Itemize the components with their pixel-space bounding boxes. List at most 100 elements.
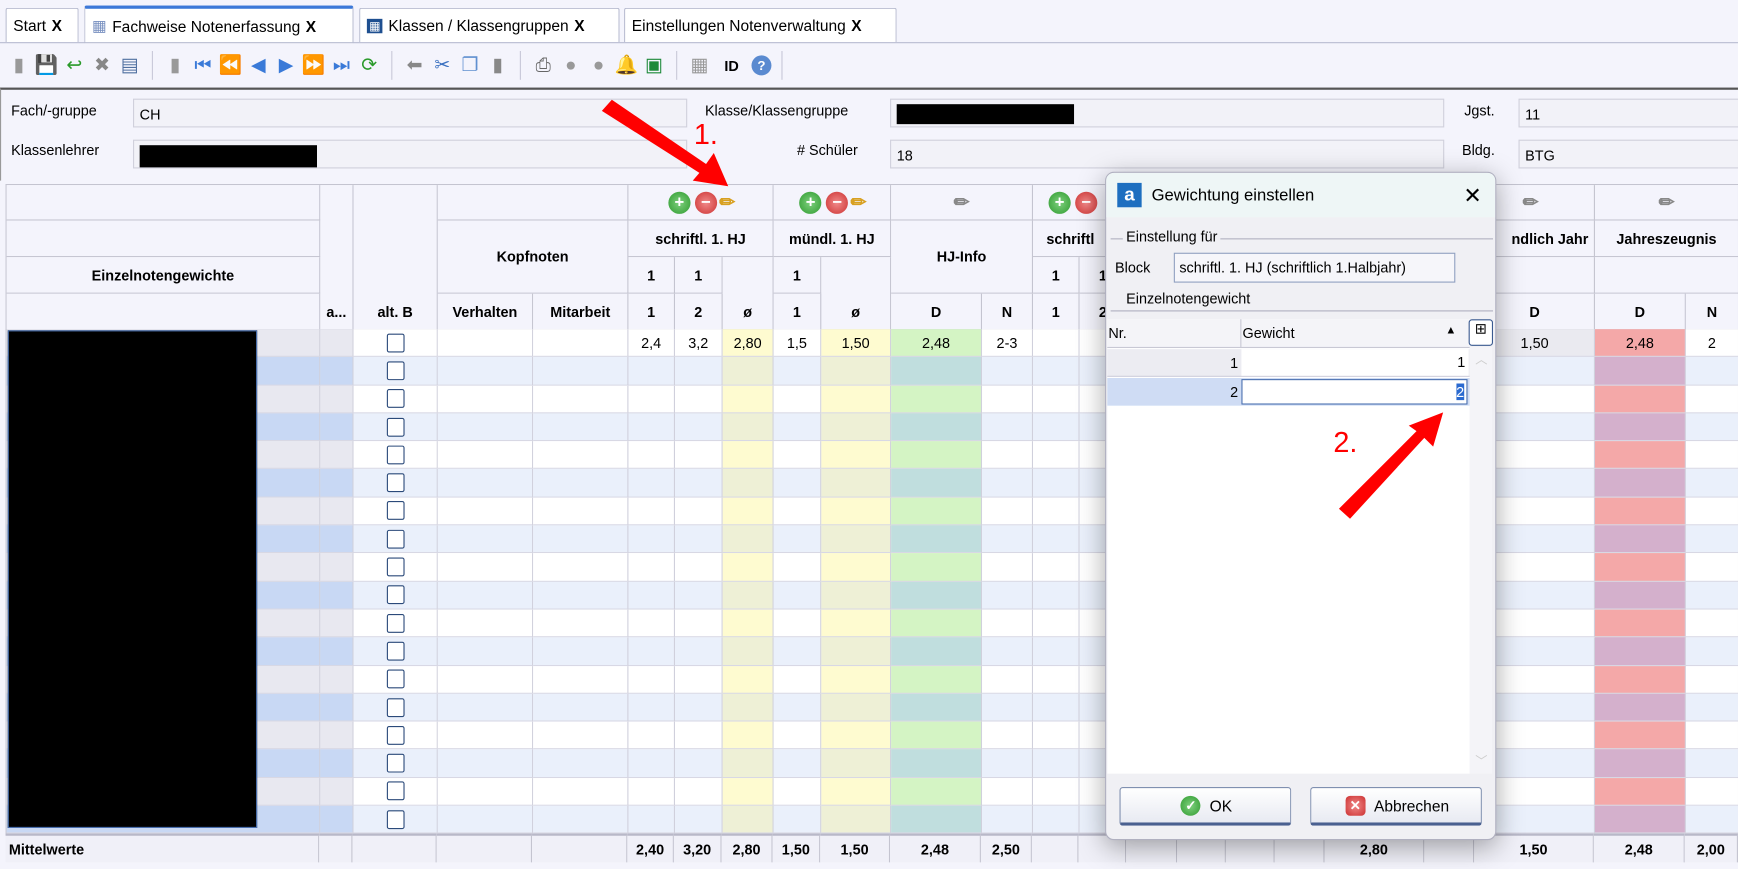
grade-cell[interactable] (891, 749, 983, 778)
grade-cell[interactable] (1033, 441, 1080, 470)
grade-cell[interactable] (675, 749, 723, 778)
grade-cell[interactable] (1594, 749, 1686, 778)
grade-cell[interactable] (773, 777, 822, 806)
grade-cell[interactable] (821, 441, 892, 470)
grade-cell[interactable] (1594, 413, 1686, 442)
grade-cell[interactable] (821, 609, 892, 638)
add-grade-icon[interactable]: + (1048, 191, 1071, 214)
grade-cell[interactable] (1685, 413, 1738, 442)
grade-cell[interactable] (891, 665, 983, 694)
alt-b-checkbox[interactable] (386, 697, 405, 717)
form-icon[interactable]: ▤ (120, 54, 139, 76)
grade-cell[interactable] (533, 385, 629, 414)
grade-cell[interactable] (722, 805, 774, 834)
grade-cell[interactable] (891, 777, 983, 806)
remove-grade-icon[interactable]: − (826, 191, 849, 214)
grade-cell[interactable] (722, 665, 774, 694)
grade-cell[interactable] (773, 553, 822, 582)
grade-cell[interactable] (1033, 805, 1080, 834)
next-icon[interactable]: ▶ (278, 54, 294, 76)
grade-cell[interactable] (353, 665, 438, 694)
grade-cell[interactable] (533, 357, 629, 386)
grade-cell[interactable] (320, 609, 354, 638)
grade-cell[interactable] (773, 525, 822, 554)
grade-cell[interactable] (773, 637, 822, 666)
grade-cell[interactable] (891, 441, 983, 470)
grade-cell[interactable] (675, 441, 723, 470)
grade-cell[interactable] (982, 525, 1034, 554)
grade-cell[interactable] (675, 637, 723, 666)
grade-cell[interactable] (891, 553, 983, 582)
grade-cell[interactable] (533, 637, 629, 666)
grade-cell[interactable] (1033, 721, 1080, 750)
grade-cell[interactable] (722, 637, 774, 666)
scrollbar[interactable]: ︿ ﹀ (1469, 346, 1492, 774)
grade-cell[interactable]: 2,80 (722, 329, 774, 358)
grade-cell[interactable] (982, 497, 1034, 526)
grade-cell[interactable] (353, 525, 438, 554)
grade-cell[interactable] (353, 357, 438, 386)
grade-cell[interactable] (982, 693, 1034, 722)
grade-cell[interactable] (320, 581, 354, 610)
grade-cell[interactable] (773, 357, 822, 386)
grade-cell[interactable] (722, 749, 774, 778)
grade-cell[interactable] (320, 693, 354, 722)
grade-cell[interactable] (353, 497, 438, 526)
grade-cell[interactable] (1594, 385, 1686, 414)
grade-cell[interactable] (1685, 665, 1738, 694)
grade-cell[interactable] (628, 525, 676, 554)
grade-cell[interactable] (1033, 357, 1080, 386)
disc-icon[interactable]: ● (565, 54, 577, 76)
back-arrow-icon[interactable]: ⬅ (406, 54, 423, 76)
grade-cell[interactable] (722, 581, 774, 610)
grade-cell[interactable] (1594, 777, 1686, 806)
grade-cell[interactable] (1685, 497, 1738, 526)
alt-b-checkbox[interactable] (386, 781, 405, 801)
grade-cell[interactable] (320, 525, 354, 554)
grade-cell[interactable] (353, 721, 438, 750)
grade-cell[interactable] (1685, 721, 1738, 750)
grade-cell[interactable] (722, 609, 774, 638)
grade-cell[interactable] (821, 637, 892, 666)
grade-cell[interactable] (437, 357, 534, 386)
grade-cell[interactable] (982, 581, 1034, 610)
grade-cell[interactable] (1685, 805, 1738, 834)
grade-cell[interactable] (821, 413, 892, 442)
grade-cell[interactable] (891, 469, 983, 498)
close-icon[interactable]: X (851, 16, 862, 35)
alt-b-checkbox[interactable] (386, 529, 405, 549)
grade-cell[interactable] (353, 469, 438, 498)
grade-cell[interactable] (1033, 749, 1080, 778)
alt-b-checkbox[interactable] (386, 669, 405, 689)
grade-cell[interactable] (773, 469, 822, 498)
grade-cell[interactable] (982, 609, 1034, 638)
grade-cell[interactable] (353, 777, 438, 806)
grade-cell[interactable] (353, 553, 438, 582)
alt-b-checkbox[interactable] (386, 333, 405, 353)
grade-cell[interactable] (1685, 357, 1738, 386)
grade-cell[interactable] (437, 693, 534, 722)
grade-cell[interactable] (437, 413, 534, 442)
bldg-field[interactable]: BTG (1518, 139, 1738, 169)
grade-cell[interactable] (533, 693, 629, 722)
grade-cell[interactable] (1594, 637, 1686, 666)
col-gewicht[interactable]: Gewicht (1242, 324, 1295, 342)
header-alt-b[interactable]: alt. B (353, 185, 438, 331)
grade-cell[interactable] (982, 749, 1034, 778)
grade-cell[interactable] (982, 805, 1034, 834)
grade-cell[interactable] (1594, 693, 1686, 722)
grade-cell[interactable] (628, 469, 676, 498)
print-icon[interactable]: ⎙ (535, 54, 551, 76)
grade-cell[interactable] (437, 665, 534, 694)
grade-cell[interactable] (722, 777, 774, 806)
grade-cell[interactable] (891, 609, 983, 638)
alt-b-checkbox[interactable] (386, 809, 405, 829)
scroll-down-icon[interactable]: ﹀ (1475, 754, 1488, 769)
grade-cell[interactable] (821, 805, 892, 834)
grade-cell[interactable] (773, 721, 822, 750)
grade-cell[interactable] (628, 385, 676, 414)
grade-cell[interactable] (891, 497, 983, 526)
grade-cell[interactable] (628, 441, 676, 470)
grade-cell[interactable] (675, 469, 723, 498)
grade-cell[interactable] (1033, 525, 1080, 554)
